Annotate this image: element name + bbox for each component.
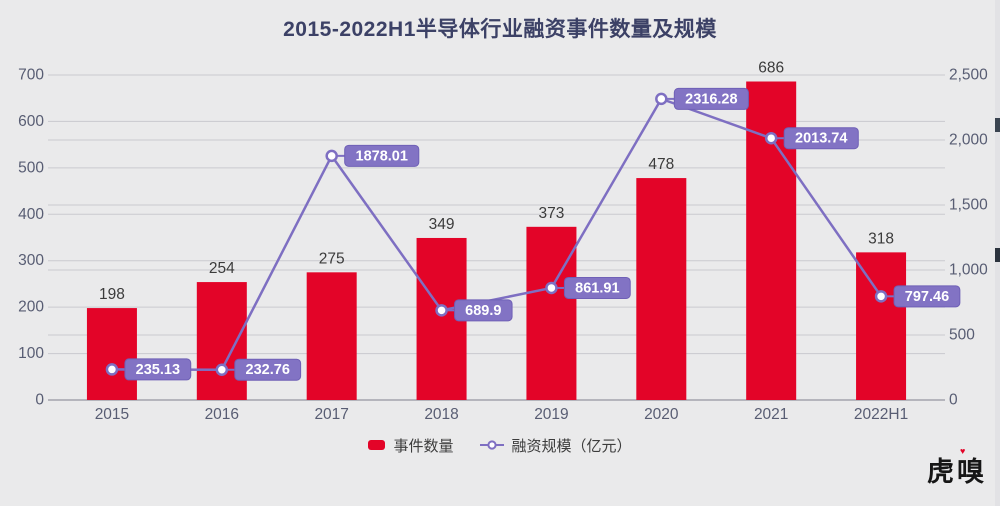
bar-value-label: 478 <box>648 156 674 173</box>
line-marker <box>545 281 558 295</box>
bar-value-label: 373 <box>539 205 565 222</box>
data-label-badge <box>344 144 420 167</box>
right-axis-tick-label: 2,000 <box>949 132 988 149</box>
huxiu-logo-heart-icon: ♥ <box>960 446 966 456</box>
bar-2022H1 <box>856 252 907 400</box>
combo-chart: 0 100 200 300 400 500 600 700 0 500 1,000 1,500 2,00… <box>18 60 988 424</box>
screen-edge-artifact <box>995 0 1000 506</box>
bar-2016 <box>196 282 247 400</box>
bar-2015 <box>86 308 137 400</box>
line-value-label: 861.91 <box>575 280 619 296</box>
bar-value-label: 198 <box>99 286 125 303</box>
legend-label: 事件数量 <box>393 437 454 455</box>
left-axis-tick-label: 0 <box>35 392 44 409</box>
chart-title: 2015-2022H1半导体行业融资事件数量及规模 <box>283 18 717 41</box>
x-axis-label: 2016 <box>205 406 239 423</box>
legend-item: 事件数量 <box>368 435 454 456</box>
line-value-label: 2013.74 <box>795 131 847 147</box>
data-label-badge <box>454 299 513 322</box>
line-marker <box>655 92 668 106</box>
x-axis-label: 2015 <box>95 406 129 423</box>
data-label-badge <box>673 87 749 110</box>
data-label-badge <box>124 358 192 381</box>
legend-label: 融资规模（亿元） <box>511 437 632 455</box>
left-axis-tick-label: 500 <box>18 159 44 176</box>
data-label-badge <box>893 285 961 308</box>
right-axis-tick-label: 1,000 <box>949 262 988 279</box>
line-value-label: 235.13 <box>136 362 180 378</box>
left-axis-tick-label: 400 <box>18 206 44 223</box>
line-legend-marker-icon <box>479 440 504 450</box>
left-axis-tick-label: 300 <box>18 252 44 269</box>
right-axis-tick-label: 1,500 <box>949 197 988 214</box>
data-label-badge <box>234 358 302 381</box>
right-axis-tick-label: 500 <box>949 327 975 344</box>
bar-value-label: 318 <box>868 230 894 247</box>
bar-value-label: 275 <box>319 250 345 267</box>
huxiu-logo: 虎嗅 ♥ <box>927 446 987 489</box>
data-label-badge <box>563 276 631 299</box>
left-axis-tick-label: 700 <box>18 67 44 84</box>
line-value-label: 2316.28 <box>685 91 737 107</box>
legend-item: 融资规模（亿元） <box>479 435 632 456</box>
left-axis-tick-label: 600 <box>18 113 44 130</box>
edge-artifact-speck <box>995 118 1000 132</box>
left-axis-tick-label: 100 <box>18 345 44 362</box>
line-marker <box>764 131 778 145</box>
line-marker <box>435 304 448 317</box>
x-axis-label: 2017 <box>314 406 348 423</box>
line-marker <box>215 363 229 376</box>
edge-artifact-speck <box>995 248 1000 262</box>
left-axis-tick-label: 200 <box>18 299 44 316</box>
line-value-label: 1878.01 <box>356 148 408 164</box>
line-value-label: 797.46 <box>905 289 949 305</box>
line-value-label: 232.76 <box>246 362 290 378</box>
bar-2019 <box>526 226 577 400</box>
huxiu-logo-text: 虎嗅 <box>927 457 987 487</box>
x-axis-label: 2022H1 <box>854 406 908 423</box>
bar-2017 <box>306 272 357 400</box>
line-marker <box>105 363 119 376</box>
bar-value-label: 349 <box>429 216 455 233</box>
line-value-label: 689.9 <box>465 303 501 319</box>
data-label-badge <box>783 127 859 150</box>
chart-legend: 事件数量 融资规模（亿元） <box>0 433 1000 457</box>
x-axis-label: 2021 <box>754 406 788 423</box>
right-axis-tick-label: 2,500 <box>949 67 988 84</box>
line-marker <box>325 149 338 163</box>
bar-2020 <box>636 178 687 400</box>
right-axis-tick-label: 0 <box>949 392 958 409</box>
bar-value-label: 686 <box>758 60 784 77</box>
line-series <box>111 97 883 371</box>
x-axis-label: 2018 <box>424 406 458 423</box>
bar-value-label: 254 <box>209 260 235 277</box>
line-marker <box>874 290 888 303</box>
x-axis-label: 2020 <box>644 406 679 423</box>
x-axis-label: 2019 <box>534 406 568 423</box>
bar-legend-swatch <box>368 440 386 450</box>
